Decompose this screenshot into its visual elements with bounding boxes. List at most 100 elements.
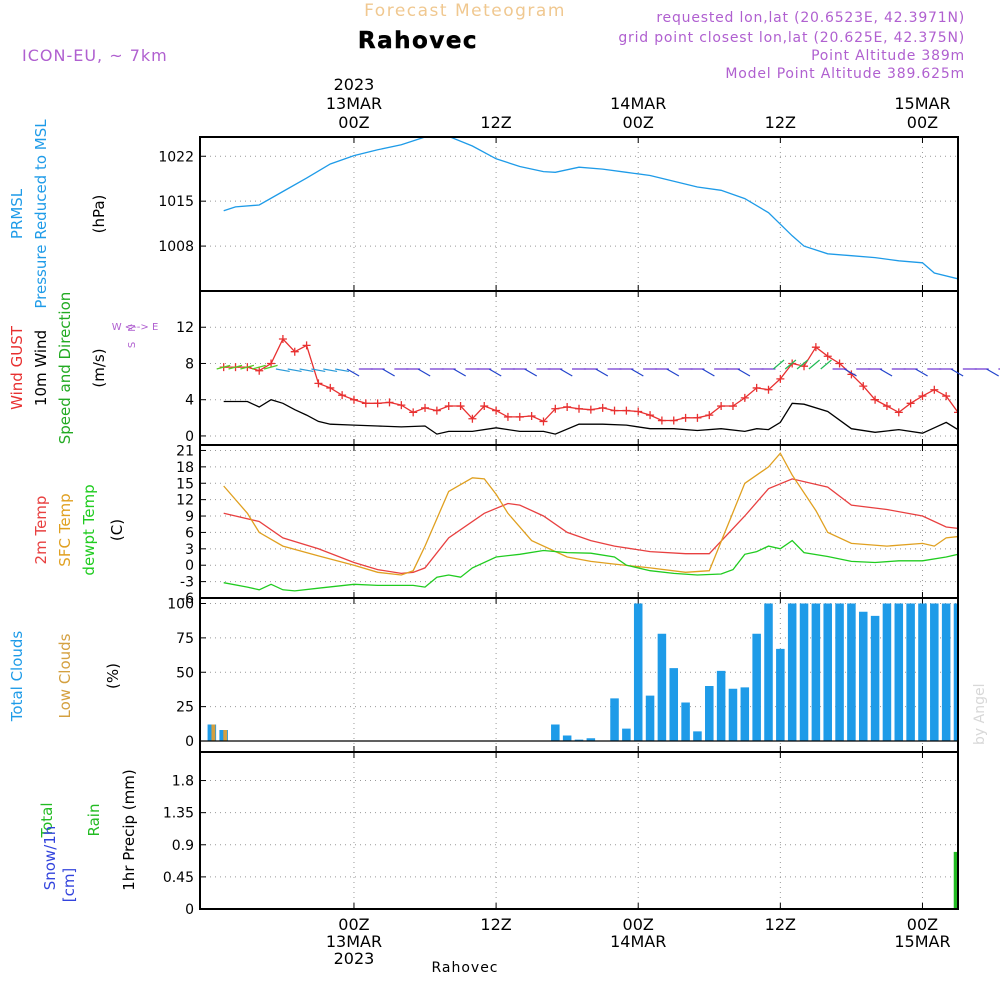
wind-arrow [335, 368, 350, 373]
wind-arrow [986, 368, 999, 377]
bar [633, 603, 643, 741]
data-point [823, 352, 832, 361]
data-point [693, 413, 702, 422]
wind-arrow [311, 368, 326, 373]
wind-arrow [299, 368, 314, 373]
wind-arrow [263, 364, 278, 370]
panel-label: (hPa) [90, 195, 108, 234]
bar [586, 738, 596, 741]
panel-frame [199, 444, 959, 599]
data-point [551, 404, 560, 413]
bar [610, 698, 619, 741]
time-label: 13MAR [326, 94, 382, 113]
bar [870, 615, 880, 741]
panel-label: dewpt Temp [80, 484, 98, 575]
time-label: 12Z [765, 113, 796, 132]
panel-label: Low Clouds [56, 633, 74, 718]
time-label: 00Z [907, 915, 938, 934]
series-line [223, 539, 958, 592]
bar [811, 603, 821, 741]
time-label: 12Z [480, 915, 511, 934]
model-label: ICON-EU, ~ 7km [22, 46, 168, 65]
data-point [468, 414, 477, 423]
bar [823, 603, 832, 741]
wind-arrow [915, 368, 928, 377]
wind-arrow [784, 359, 797, 370]
data-point [942, 392, 951, 401]
wind-compass: NW <--> E S [112, 322, 159, 348]
wind-arrow [252, 364, 266, 370]
data-point [314, 379, 323, 388]
data-point [811, 343, 820, 352]
panel-frame [199, 597, 959, 753]
y-tick-label: 6 [185, 525, 194, 541]
bar [977, 859, 986, 909]
data-point [859, 382, 868, 391]
y-tick-label: -3 [180, 575, 194, 591]
bar [223, 730, 228, 741]
panel-label: (C) [108, 519, 126, 541]
bar [752, 633, 761, 741]
data-point [835, 359, 844, 368]
panel-label: (%) [104, 663, 122, 689]
data-point [539, 417, 548, 426]
series-line [223, 452, 958, 576]
data-point [575, 404, 583, 413]
data-point [373, 399, 382, 408]
bar [953, 851, 958, 909]
bottom-time-axis: 00Z13MAR202312Z00Z14MAR12Z00Z15MAR12Z [326, 915, 951, 968]
y-tick-label: 15 [176, 476, 194, 492]
data-point [681, 413, 690, 422]
data-point [385, 398, 394, 407]
panel-label: PRMSL [8, 188, 26, 239]
panel-frame [199, 751, 959, 910]
y-tick-label: 0 [185, 558, 194, 574]
data-point [456, 402, 465, 411]
data-point [646, 411, 655, 420]
time-label: 2023 [334, 949, 375, 968]
data-point [717, 402, 726, 411]
time-label: 00Z [338, 915, 369, 934]
y-tick-label: 18 [176, 460, 194, 476]
bar [669, 668, 679, 741]
data-point [610, 406, 619, 415]
wind-arrow [844, 368, 857, 377]
panel-label: Pressure Reduced to MSL [32, 119, 50, 309]
time-label: 14MAR [610, 94, 666, 113]
y-tick-label: 3 [185, 542, 194, 558]
panel-label: Rain [85, 804, 103, 837]
data-point [302, 341, 311, 350]
bar [918, 603, 927, 741]
data-point [598, 403, 607, 412]
wind-arrow [737, 368, 751, 377]
y-tick-label: 25 [176, 700, 194, 716]
data-point [776, 374, 785, 383]
bar [681, 702, 690, 741]
data-point [492, 406, 501, 415]
y-tick-label: 75 [176, 631, 194, 647]
bar [993, 627, 997, 741]
bar [894, 603, 904, 741]
data-point [361, 399, 370, 408]
wind-arrow [524, 368, 538, 377]
bar [574, 739, 584, 741]
wind-arrow [701, 368, 715, 377]
wind-arrow [346, 368, 360, 377]
y-tick-label: 12 [176, 320, 194, 336]
panel-clouds: 0 25 50 75 100 Total Clouds Low Clouds (%) [8, 597, 997, 753]
data-point [527, 412, 536, 421]
plot-area [223, 137, 958, 280]
data-point [432, 406, 441, 415]
data-point [338, 391, 347, 400]
wind-arrow [275, 368, 290, 373]
data-point [728, 402, 737, 411]
y-tick-label: -6 [180, 591, 194, 607]
panel-pressure: 1008 1015 1022 PRMSL Pressure Reduced to MSL… [8, 119, 959, 309]
y-tick-label: 0.45 [163, 870, 194, 886]
bar [211, 724, 216, 741]
top-time-axis: 202313MAR00Z12Z14MAR00Z12Z15MAR00Z12Z [326, 75, 951, 132]
product-title: Forecast Meteogram [364, 1, 566, 21]
compass-n: N [127, 324, 138, 331]
y-tick-label: 8 [185, 356, 194, 372]
